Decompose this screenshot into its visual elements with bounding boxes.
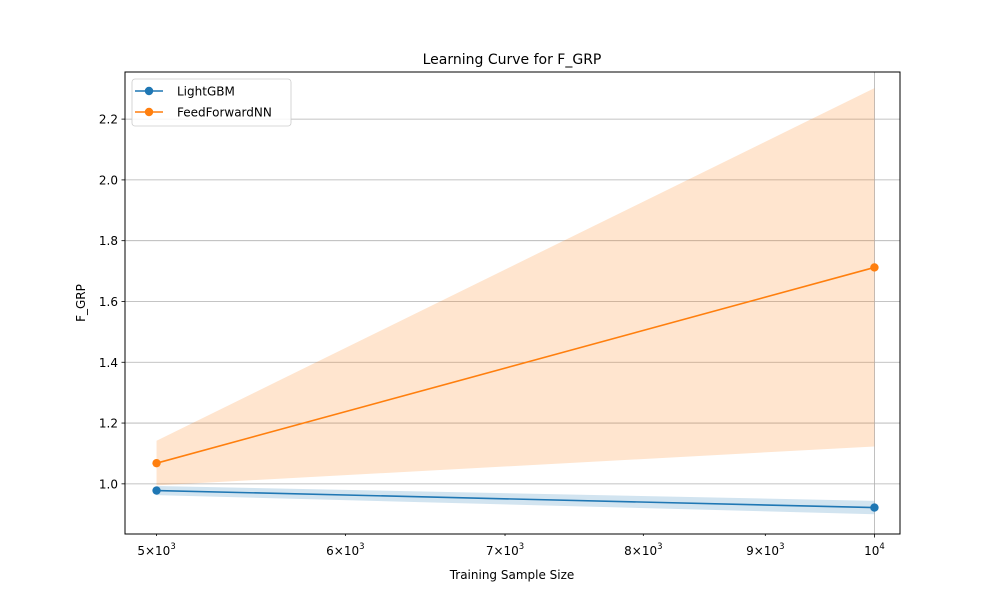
chart-title: Learning Curve for F_GRP (423, 52, 602, 68)
x-tick-label: 104 (864, 542, 885, 558)
y-tick-label: 2.0 (99, 173, 118, 187)
x-tick-label: 5×103 (137, 542, 175, 558)
y-axis-ticks: 1.0 1.2 1.4 1.6 1.8 2.0 2.2 (99, 113, 125, 491)
feedforwardnn-point (152, 458, 161, 468)
legend-box (131, 78, 292, 127)
x-tick-label: 8×103 (624, 542, 662, 558)
y-tick-label: 1.8 (99, 234, 118, 248)
band-layer (156, 88, 875, 515)
x-tick-label: 9×103 (746, 542, 784, 558)
feedforwardnn-line (156, 266, 875, 464)
lightgbm-line (156, 489, 875, 509)
lightgbm-legend-marker (144, 86, 154, 96)
x-tick-label: 6×103 (326, 542, 364, 558)
line-layer (156, 266, 875, 509)
lightgbm-confidence-band (156, 485, 875, 515)
point-layer (152, 263, 879, 512)
feedforwardnn-confidence-band (156, 88, 875, 486)
feedforwardnn-point (870, 263, 879, 272)
y-tick-label: 1.2 (99, 417, 118, 431)
plot-frame (124, 71, 901, 535)
y-tick-label: 1.6 (99, 295, 118, 309)
x-axis-ticks: 5×103 6×103 7×103 8×103 9×103 104 (137, 534, 885, 558)
y-tick-label: 2.2 (99, 113, 118, 127)
grid-layer (125, 72, 900, 534)
y-axis-label: F_GRP (74, 284, 88, 322)
x-tick-label: 7×103 (486, 542, 524, 558)
lightgbm-point (870, 503, 879, 512)
y-tick-label: 1.0 (99, 477, 118, 491)
lightgbm-point (152, 486, 161, 495)
legend: LightGBM FeedForwardNN (131, 78, 292, 127)
x-axis-label: Training Sample Size (449, 568, 575, 582)
feedforwardnn-legend-marker (144, 107, 154, 117)
lightgbm-legend-label: LightGBM (177, 85, 235, 99)
y-tick-label: 1.4 (99, 356, 118, 370)
feedforwardnn-legend-label: FeedForwardNN (177, 106, 272, 120)
